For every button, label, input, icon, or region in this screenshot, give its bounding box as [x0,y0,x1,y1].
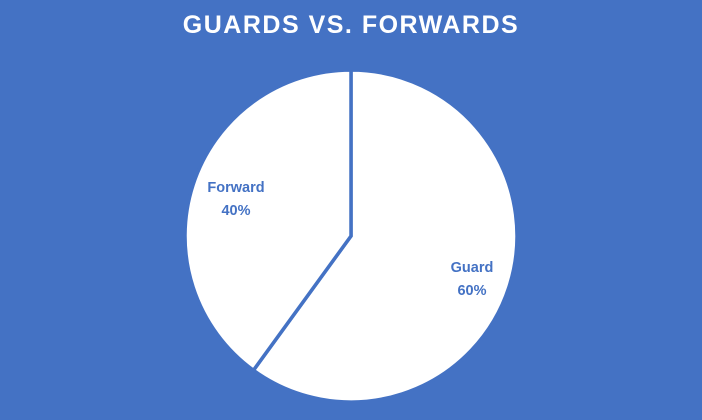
chart-title: GUARDS VS. FORWARDS [182,11,520,39]
pie-slice-forward [183,68,353,373]
slice-label-guard: Guard [451,260,494,276]
slice-label-forward: Forward [207,180,264,196]
pie-slice-guard [250,68,519,404]
pie-slices [183,68,519,404]
slice-value-guard: 60% [457,283,486,299]
pie-labels: Guard 60% Forward 40% [207,180,493,299]
slice-value-forward: 40% [221,203,250,219]
